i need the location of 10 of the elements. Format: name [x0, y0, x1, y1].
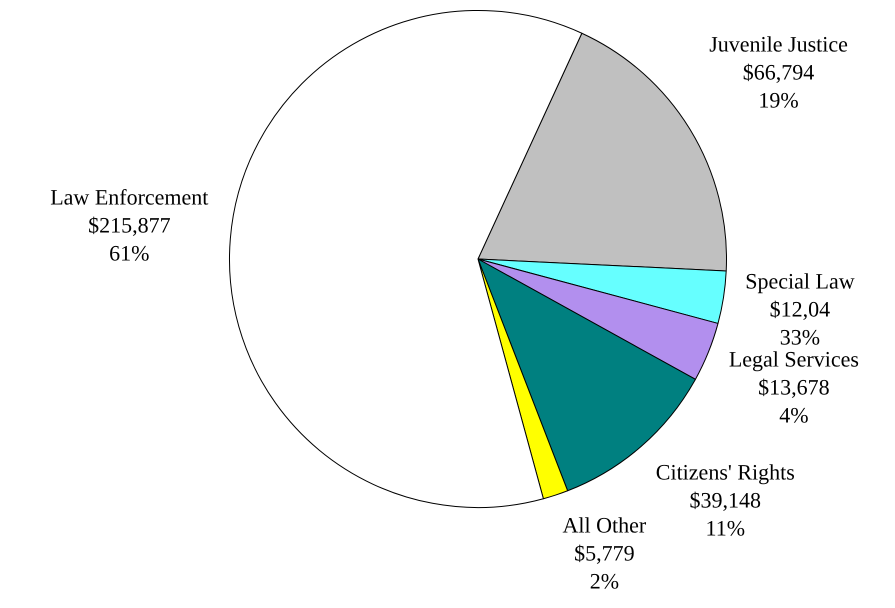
slice-label: Citizens' Rights — [656, 460, 795, 485]
data-label: $39,148 11% — [690, 488, 762, 541]
slice-label: Law Enforcement — [50, 184, 208, 210]
data-label: $13,678 4% — [758, 374, 830, 428]
data-label: $66,794 19% — [742, 59, 814, 112]
slice-label: Special Law — [745, 268, 855, 294]
data-label: $215,877 61% — [88, 212, 171, 266]
slice-label: Juvenile Justice — [709, 31, 848, 56]
data-label: $5,779 2% — [574, 540, 635, 594]
slice-label: All Other — [562, 512, 647, 538]
